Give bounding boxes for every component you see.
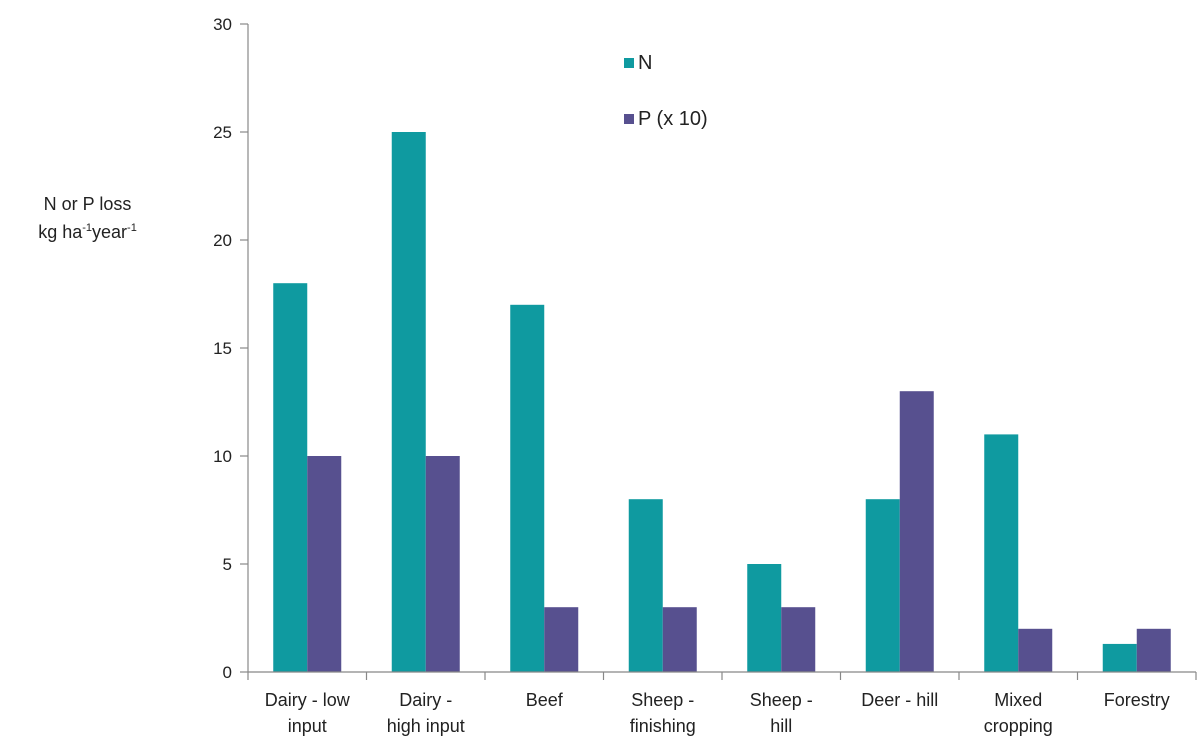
x-category-label: Forestry	[1104, 690, 1170, 710]
x-category-label: Mixed cropping	[984, 690, 1053, 736]
y-tick-label: 5	[223, 555, 232, 574]
x-category-label: Dairy -high input	[387, 690, 465, 736]
legend-label-p: P (x 10)	[638, 108, 708, 130]
bar-p-6	[1018, 628, 1053, 672]
axes-group: 0 5 10 15 20 25 30 Dairy - low input Dairy -high …	[213, 15, 1197, 736]
bar-p-1	[425, 456, 460, 672]
bar-p-7	[1136, 628, 1171, 672]
bar-p-4	[781, 607, 816, 672]
bar-n-4	[747, 564, 782, 672]
legend-swatch-p	[624, 114, 634, 124]
legend: N P (x 10)	[624, 52, 708, 130]
y-axis-unit-year: year	[92, 222, 128, 242]
bar-n-0	[273, 283, 308, 672]
x-category-label: Sheep -hill	[750, 690, 813, 736]
y-tick-label: 15	[213, 339, 232, 358]
y-axis-unit-kg: kg ha	[38, 222, 83, 242]
x-category-label: Sheep -finishing	[630, 690, 696, 736]
y-tick-label: 30	[213, 15, 232, 34]
bar-p-0	[307, 456, 342, 672]
x-category-label: Beef	[526, 690, 564, 710]
y-axis-label-line1: N or P loss	[43, 194, 132, 214]
bar-p-2	[544, 607, 579, 672]
y-tick-label: 25	[213, 123, 232, 142]
bar-n-3	[628, 499, 663, 672]
y-tick-label: 20	[213, 231, 232, 250]
y-axis-label-line2: kg ha-1year-1	[0, 216, 175, 244]
y-axis-unit-exp1: -1	[82, 222, 93, 234]
bar-n-1	[391, 132, 426, 672]
legend-swatch-n	[624, 58, 634, 68]
y-tick-label: 10	[213, 447, 232, 466]
bar-p-3	[662, 607, 697, 672]
bar-n-2	[510, 304, 545, 672]
x-category-label: Dairy - low input	[265, 690, 351, 736]
bars-group	[273, 132, 1171, 672]
x-category-label: Deer - hill	[861, 690, 938, 710]
bar-n-7	[1102, 643, 1137, 672]
bar-n-5	[865, 499, 900, 672]
y-axis-label: N or P loss kg ha-1year-1	[0, 192, 175, 244]
y-tick-label: 0	[223, 663, 232, 682]
y-axis-unit-exp2: -1	[127, 222, 137, 234]
bar-n-6	[984, 434, 1019, 672]
bar-p-5	[899, 391, 934, 672]
legend-label-n: N	[638, 52, 652, 74]
